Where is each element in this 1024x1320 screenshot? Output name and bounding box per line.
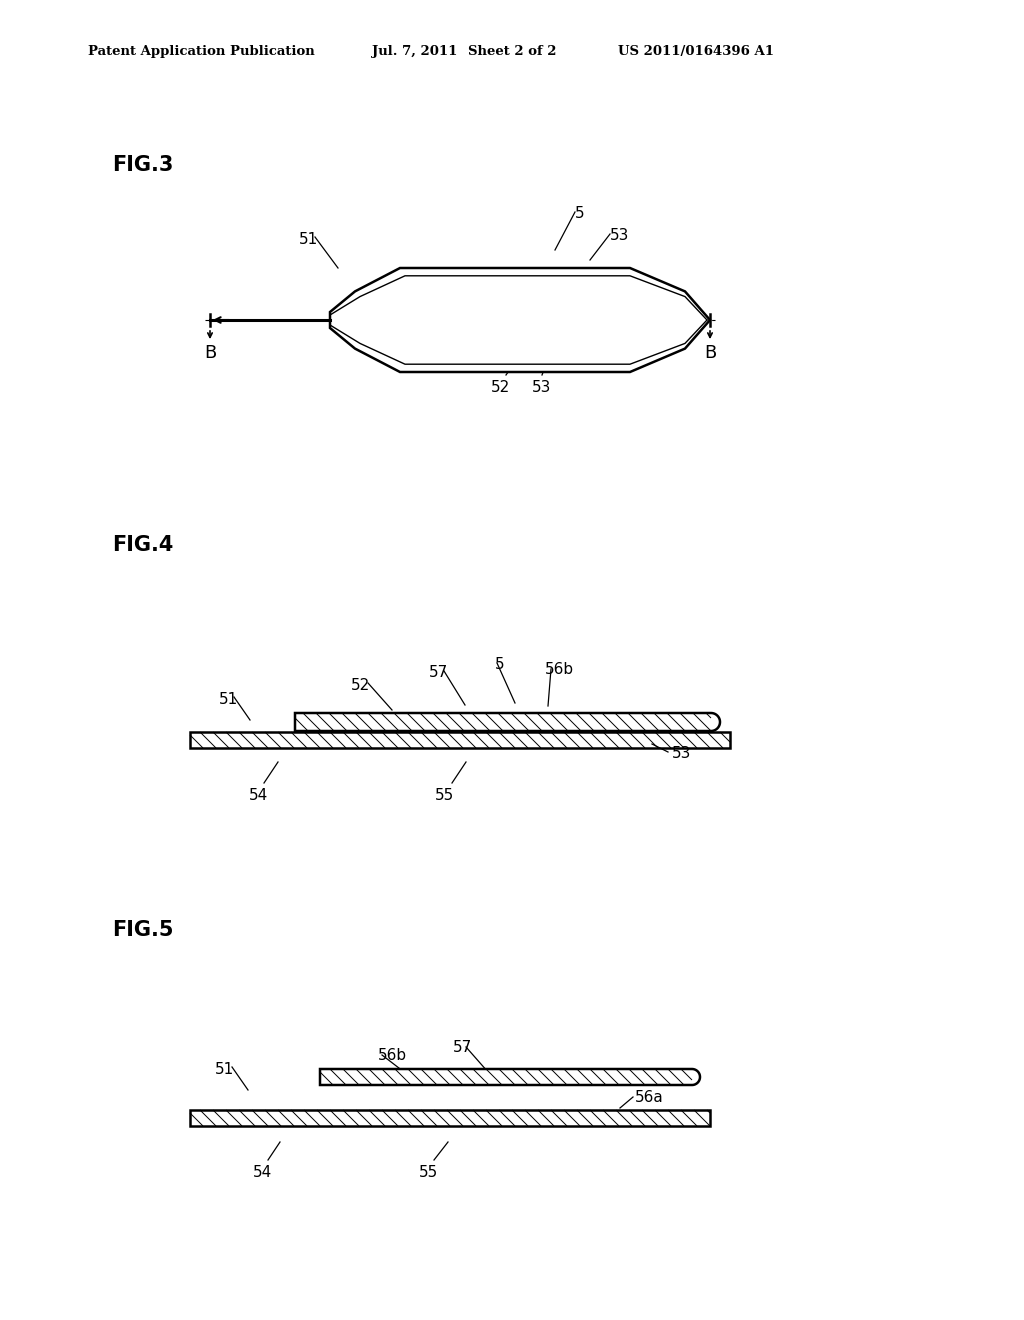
Text: Jul. 7, 2011: Jul. 7, 2011 (372, 45, 458, 58)
Text: B: B (204, 345, 216, 362)
Text: 52: 52 (350, 678, 370, 693)
Text: 51: 51 (298, 232, 317, 247)
Text: 57: 57 (453, 1040, 472, 1055)
Text: 53: 53 (672, 746, 691, 762)
Text: FIG.4: FIG.4 (112, 535, 173, 554)
Text: 57: 57 (428, 665, 447, 680)
Text: 52: 52 (490, 380, 510, 395)
Text: 51: 51 (218, 692, 238, 708)
Bar (190, 733, 730, 748)
Bar (190, 1110, 710, 1126)
Text: Sheet 2 of 2: Sheet 2 of 2 (468, 45, 556, 58)
Text: FIG.3: FIG.3 (112, 154, 173, 176)
Text: US 2011/0164396 A1: US 2011/0164396 A1 (618, 45, 774, 58)
Polygon shape (330, 268, 710, 372)
Text: 56b: 56b (378, 1048, 408, 1063)
Text: 56b: 56b (545, 663, 574, 677)
Text: 51: 51 (215, 1063, 234, 1077)
Text: 53: 53 (610, 228, 630, 243)
Text: 5: 5 (575, 206, 585, 220)
Polygon shape (295, 713, 720, 731)
Text: Patent Application Publication: Patent Application Publication (88, 45, 314, 58)
Text: FIG.5: FIG.5 (112, 920, 173, 940)
Text: 53: 53 (532, 380, 552, 395)
Bar (295, 713, 711, 731)
Text: 54: 54 (249, 788, 267, 803)
Text: 56a: 56a (635, 1090, 664, 1105)
Polygon shape (319, 1069, 700, 1085)
Text: 55: 55 (419, 1166, 437, 1180)
Text: B: B (703, 345, 716, 362)
Text: 55: 55 (435, 788, 455, 803)
Text: 5: 5 (496, 657, 505, 672)
Text: 54: 54 (252, 1166, 271, 1180)
